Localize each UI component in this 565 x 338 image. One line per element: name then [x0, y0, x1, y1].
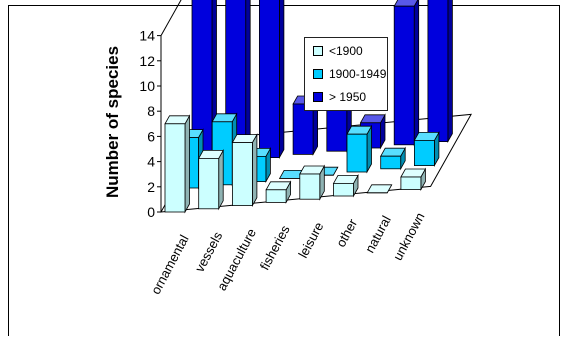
y-axis-top-edge: [160, 0, 182, 36]
bar-top: [413, 131, 440, 141]
bar: [198, 157, 220, 210]
bar: [292, 103, 314, 155]
bar-top: [332, 174, 359, 184]
bar-top: [164, 115, 191, 125]
bar-top: [198, 149, 224, 159]
legend-label-gt1950: > 1950: [329, 90, 367, 104]
bar: [427, 0, 449, 142]
bar-top: [346, 125, 373, 135]
bar: [231, 142, 253, 207]
bar-side: [184, 114, 190, 214]
bar: [265, 189, 287, 203]
bar: [346, 133, 368, 173]
x-tick-label: other: [333, 216, 360, 250]
bar-top: [359, 114, 386, 124]
bar: [413, 139, 435, 166]
y-tick-label: 10: [139, 78, 155, 94]
legend-swatch-gt1950: [313, 92, 323, 102]
bar-top: [400, 168, 427, 178]
bar: [400, 176, 422, 191]
bar-side: [413, 0, 420, 147]
bar-top: [299, 165, 325, 175]
bar-top: [393, 0, 419, 7]
bar: [333, 182, 354, 197]
y-tick-label: 6: [147, 128, 155, 144]
y-tick-label: 8: [147, 103, 155, 119]
x-tick-label: ornamental: [148, 232, 192, 297]
x-tick-label: natural: [362, 213, 394, 255]
legend-label-lt1900: <1900: [329, 44, 363, 58]
bar: [299, 173, 321, 200]
legend-item-lt1900: <1900: [313, 44, 363, 58]
bar-top: [231, 134, 258, 144]
bar-side: [278, 0, 285, 160]
bar: [164, 123, 186, 213]
bar-top: [211, 113, 238, 123]
x-tick-label: unknown: [390, 210, 428, 263]
x-tick-label: leisure: [295, 220, 326, 261]
bar-top: [265, 181, 292, 191]
legend-swatch-1900-1949: [313, 69, 323, 79]
x-tick-label: fisheries: [257, 222, 293, 272]
y-axis-title: Number of species: [103, 46, 122, 198]
y-tick-label: 14: [139, 28, 155, 44]
chart-legend: <1900 1900-1949 > 1950: [304, 37, 388, 111]
bar: [380, 155, 402, 170]
y-tick-label: 2: [147, 179, 155, 195]
bar-side: [447, 0, 453, 144]
bar: [393, 5, 415, 146]
bar: [258, 0, 280, 159]
legend-label-1900-1949: 1900-1949: [329, 67, 387, 81]
bar-side: [218, 148, 224, 211]
legend-item-gt1950: > 1950: [313, 90, 366, 104]
legend-item-1900-1949: 1900-1949: [313, 67, 386, 81]
bar-side: [251, 133, 258, 208]
x-tick-label: vessels: [192, 229, 226, 275]
y-tick-label: 0: [147, 204, 155, 220]
bar-top: [380, 147, 406, 157]
bar-top: [366, 184, 393, 194]
legend-swatch-lt1900: [313, 46, 323, 56]
y-tick-label: 4: [147, 154, 155, 170]
y-tick-label: 12: [139, 53, 155, 69]
